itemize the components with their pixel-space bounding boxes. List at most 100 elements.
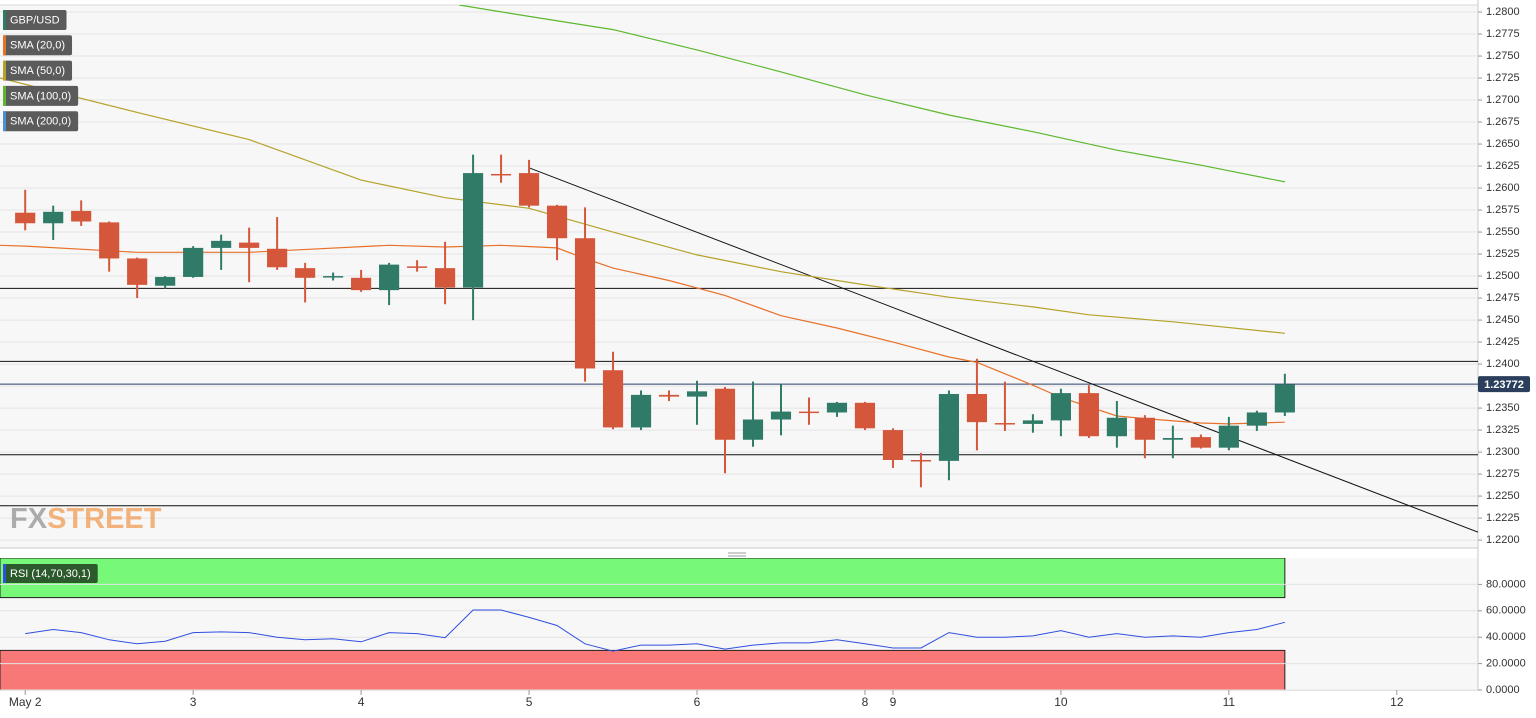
x-tick-label: 3 [190,695,197,709]
legend-label: SMA (100,0) [10,90,71,102]
last-price-label: 1.23772 [1484,379,1524,391]
sma-line [0,244,1285,425]
y-tick-label: 1.2725 [1486,72,1520,84]
candle-body [1106,417,1127,437]
y-tick-label: 80.0000 [1486,578,1526,590]
candle-body [183,247,204,277]
legend-swatch [3,111,6,132]
legend-label: SMA (20,0) [10,40,65,52]
candle-body [1274,384,1295,413]
x-tick-label: 8 [862,695,869,709]
candle-body [490,173,512,176]
y-tick-label: 1.2525 [1486,248,1520,260]
watermark-fx: FX [10,503,48,535]
legend-label: SMA (50,0) [10,65,65,77]
candle-body [826,402,848,413]
y-tick-label: 1.2600 [1486,182,1520,194]
y-tick-label: 1.2675 [1486,116,1520,128]
candle-body [15,212,36,224]
y-tick-label: 1.2550 [1486,226,1520,238]
legend-box [3,10,67,30]
trendline [528,167,1478,533]
main-panel [0,5,1478,541]
y-tick-label: 1.2300 [1486,446,1520,458]
candle-body [686,391,708,397]
candle-body [1078,393,1099,437]
candle-body [239,242,260,248]
candle-body [742,419,764,440]
candle-body [407,266,428,268]
candle-body [323,276,344,278]
legend-box [3,564,98,583]
legend-swatch [3,85,6,106]
candle-body [938,393,960,461]
y-tick-label: 1.2225 [1486,512,1520,524]
y-tick-label: 1.2450 [1486,314,1520,326]
y-tick-label: 1.2650 [1486,138,1520,150]
candle-body [1190,437,1211,448]
x-tick-label: 4 [358,695,365,709]
y-tick-label: 1.2750 [1486,50,1520,62]
candle-body [379,264,400,291]
y-tick-label: 0.0000 [1486,684,1520,696]
y-tick-label: 1.2400 [1486,358,1520,370]
rsi-line [25,609,1286,652]
candle-body [71,210,92,222]
y-tick-label: 20.0000 [1486,658,1526,670]
overlay: 1.2200 1.2225 1.2250 1.2275 1.2300 1.2325 1.23… [3,6,1530,709]
x-tick-label: 9 [890,695,897,709]
sma-line [459,5,1286,183]
candle-body [211,240,232,248]
candle-body [127,258,148,285]
candle-body [1162,437,1183,440]
y-tick-label: 1.2475 [1486,292,1520,304]
y-tick-label: 1.2575 [1486,204,1520,216]
legend-box [3,111,79,132]
legend-label: SMA (200,0) [10,116,71,128]
legend-swatch [3,35,6,56]
y-tick-label: 1.2625 [1486,160,1520,172]
candle-body [574,238,596,369]
last-price-box [1478,376,1530,393]
candle-body [602,370,624,428]
candle-body [99,222,120,259]
x-tick-label: 11 [1223,695,1236,709]
candle-body [910,459,932,462]
candle-body [435,268,456,288]
candle-body [1050,393,1071,421]
rsi-zone [0,649,1286,690]
candle-body [546,205,568,239]
candle-body [882,430,904,460]
watermark-street: STREET [47,503,162,535]
legend-swatch [3,10,6,30]
y-tick-label: 1.2700 [1486,94,1520,106]
candle-body [854,402,876,429]
y-tick-label: 1.2275 [1486,468,1520,480]
candle-body [1134,417,1155,440]
y-tick-label: 40.0000 [1486,631,1526,643]
y-tick-label: 1.2800 [1486,6,1520,18]
candle-body [966,393,988,423]
legend-swatch [3,60,6,81]
x-tick-label: May 2 [9,695,42,709]
y-tick-label: 1.2500 [1486,270,1520,282]
rsi-panel [0,558,1478,690]
x-tick-label: 5 [526,695,533,709]
rsi-zone [0,558,1286,599]
candle-body [714,388,736,440]
candle-body [1022,420,1043,424]
legend-box [3,85,79,106]
candle-body [630,394,652,428]
y-tick-label: 1.2250 [1486,490,1520,502]
legend-box [3,35,73,56]
watermark: FXSTREET [10,503,162,535]
candle-body [658,394,680,397]
y-tick-label: 1.2325 [1486,424,1520,436]
x-tick-label: 10 [1054,695,1068,709]
candle-body [518,173,540,206]
sma-line [0,77,1285,334]
candle-body [351,277,372,291]
x-tick-label: 12 [1390,695,1404,709]
candle-body [798,411,820,414]
